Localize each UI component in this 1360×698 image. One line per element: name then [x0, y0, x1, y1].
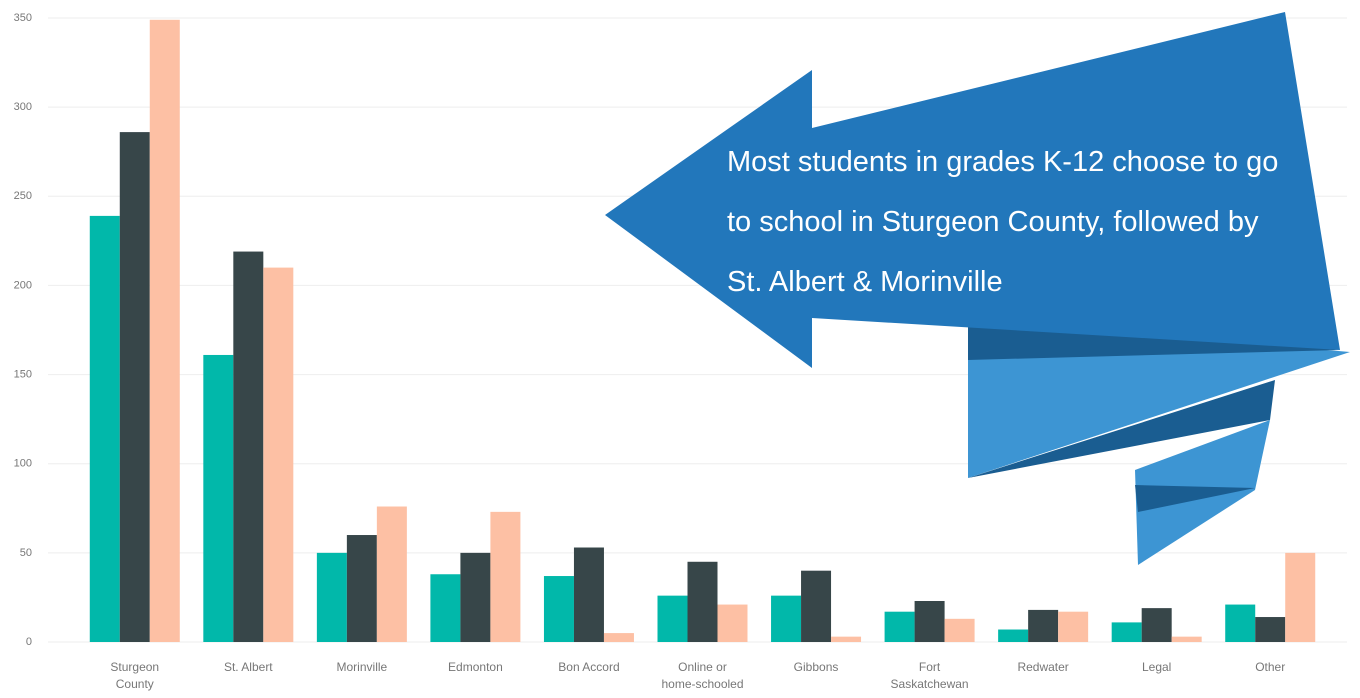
bar [263, 267, 294, 642]
bar [1285, 552, 1316, 642]
y-tick-label: 100 [14, 458, 32, 470]
callout-arrow [605, 12, 1350, 565]
bar [998, 629, 1029, 642]
x-tick-label: Legal [1141, 660, 1172, 674]
x-tick-label: Morinville [336, 660, 388, 674]
bar [89, 215, 120, 642]
bar [376, 506, 407, 642]
x-tick-label: Edmonton [448, 660, 503, 674]
bar [543, 576, 574, 642]
bar [884, 611, 915, 642]
bar [1171, 636, 1202, 642]
y-tick-label: 50 [20, 547, 32, 559]
bar [346, 535, 377, 642]
bar [233, 251, 264, 642]
x-tick-label: Gibbons [793, 660, 839, 674]
x-tick-label: Sturgeon County [110, 660, 160, 691]
bar [1028, 609, 1059, 642]
bar [801, 570, 832, 642]
bar [831, 636, 862, 642]
y-tick-label: 0 [26, 636, 32, 648]
bar [430, 574, 461, 642]
bar [603, 633, 634, 642]
x-tick-label: St. Albert [223, 660, 273, 674]
x-tick-label: Fort Saskatchewan [890, 660, 969, 691]
bar [1058, 611, 1089, 642]
bar [1225, 604, 1256, 642]
annotation: Most students in grades K-12 choose to g… [727, 146, 1279, 298]
bar [460, 552, 491, 642]
bar [914, 600, 945, 642]
bar [1111, 622, 1142, 642]
bar [944, 618, 975, 642]
x-tick-label: Redwater [1017, 660, 1069, 674]
bar [657, 595, 688, 642]
bar [717, 604, 748, 642]
bar [119, 132, 150, 643]
x-tick-label: Other [1255, 660, 1286, 674]
bar [573, 547, 604, 642]
y-tick-label: 150 [14, 368, 32, 380]
bar [1255, 617, 1286, 642]
bar [149, 19, 180, 643]
y-tick-label: 200 [14, 279, 32, 291]
y-tick-label: 300 [14, 101, 32, 113]
bar [490, 511, 521, 642]
bar [203, 354, 234, 642]
y-tick-label: 250 [14, 190, 32, 202]
bar [771, 595, 802, 642]
bar [687, 561, 718, 642]
x-tick-label: Bon Accord [558, 660, 620, 674]
bar [1141, 608, 1172, 642]
y-tick-label: 350 [14, 12, 32, 24]
bar [316, 552, 347, 642]
x-tick-label: Online or home-schooled [661, 660, 744, 691]
